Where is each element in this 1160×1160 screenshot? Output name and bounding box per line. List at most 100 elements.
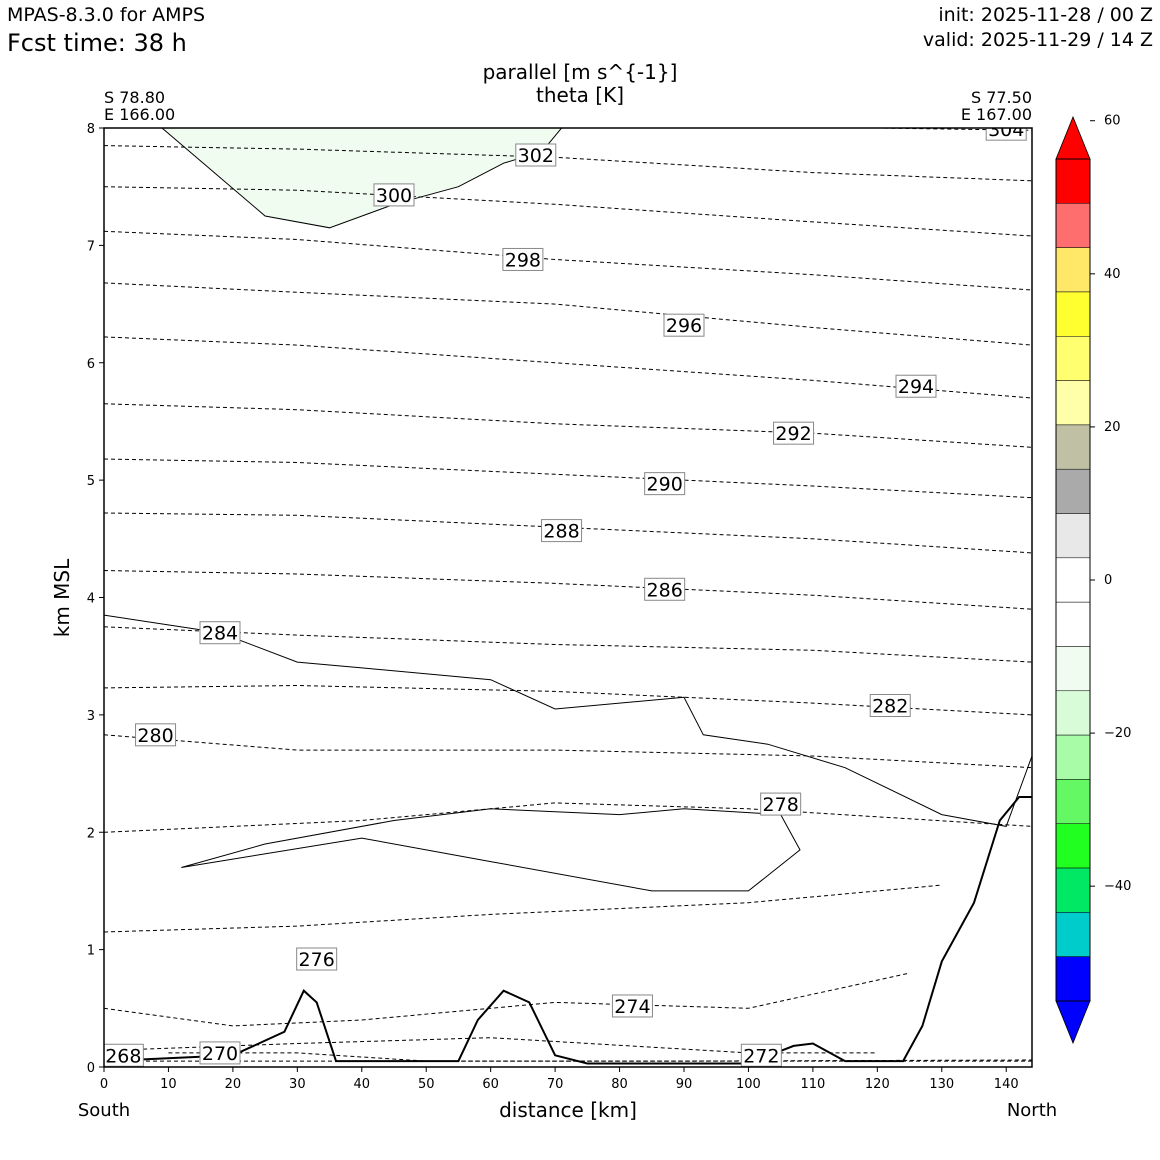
colorbar-segment (1055, 513, 1091, 559)
contour-label-box (760, 792, 802, 816)
plot-layer: 268 270 272 274 276 278 280 282 284 286 288 290 292 2… (104, 128, 1032, 1067)
contour-label-288: 288 (543, 521, 579, 543)
contour-label-294: 294 (898, 376, 934, 398)
start-latitude: S 78.80 (104, 88, 166, 107)
theta-contour-284 (104, 626, 1032, 663)
colorbar-tick-label: 40 (1104, 267, 1121, 282)
contour-label-272: 272 (743, 1045, 779, 1067)
contour-label-box (644, 472, 686, 496)
contour-label-282: 282 (872, 695, 908, 717)
contour-label-box (135, 723, 177, 747)
theta-contour-300 (104, 186, 1032, 237)
valid-time: valid: 2025-11-29 / 14 Z (922, 29, 1153, 51)
colorbar-segment (1055, 601, 1091, 647)
theta-contour-294 (104, 336, 1032, 399)
fill-title: parallel [m s^{-1}] (482, 60, 678, 84)
theta-contour-292 (104, 403, 1032, 448)
wind-contour-1 (104, 614, 1032, 827)
colorbar-segment (1055, 158, 1091, 204)
colorbar-tick-label: −40 (1104, 879, 1131, 894)
start-longitude: E 166.00 (104, 105, 176, 124)
colorbar: 60 40 20 0 −20 −40 (1055, 114, 1131, 1045)
y-tick-label: 7 (87, 239, 95, 254)
x-tick-label: 80 (611, 1077, 628, 1092)
plot-frame (103, 127, 1033, 1068)
contour-label-280: 280 (137, 725, 173, 747)
start-direction-label: South (77, 1100, 131, 1121)
y-tick-label: 0 (87, 1061, 95, 1076)
x-tick-label: 30 (289, 1077, 306, 1092)
colorbar-segment (1055, 557, 1091, 603)
colorbar-extend-low (1055, 1000, 1091, 1045)
x-tick-label: 110 (800, 1077, 825, 1092)
colorbar-segment (1055, 336, 1091, 381)
y-tick-label: 2 (87, 826, 95, 841)
colorbar-tick-label: 20 (1104, 420, 1121, 435)
contour-label-302: 302 (518, 145, 554, 167)
init-time: init: 2025-11-28 / 00 Z (938, 4, 1153, 26)
contour-label-298: 298 (505, 249, 541, 271)
colorbar-segment (1055, 291, 1091, 337)
theta-contour-272 (136, 1037, 878, 1054)
contour-label-box (611, 994, 653, 1018)
colorbar-segment (1055, 247, 1091, 293)
colorbar-extend-high (1055, 115, 1091, 160)
contour-label-270: 270 (202, 1043, 238, 1065)
x-tick-label: 130 (929, 1077, 954, 1092)
contour-label-box (663, 313, 705, 337)
contour-label-box (373, 183, 415, 207)
x-tick-label: 100 (736, 1077, 761, 1092)
colorbar-segment (1055, 779, 1091, 824)
colorbar-segment (1055, 203, 1091, 248)
y-tick-label: 3 (87, 709, 95, 724)
theta-contour-274 (104, 972, 910, 1027)
theta-contour-298 (104, 230, 1032, 291)
contour-label-268: 268 (105, 1045, 141, 1067)
theta-contour-280 (104, 734, 1032, 769)
contour-label-box (199, 621, 241, 645)
colorbar-segment (1055, 912, 1091, 957)
contour-label-292: 292 (775, 423, 811, 445)
x-tick-label: 10 (160, 1077, 177, 1092)
x-tick-label: 70 (547, 1077, 564, 1092)
forecast-time: Fcst time: 38 h (7, 29, 187, 57)
y-tick-label: 1 (87, 944, 95, 959)
x-tick-label: 60 (482, 1077, 499, 1092)
colorbar-segment (1055, 690, 1091, 736)
theta-contour-276 (104, 884, 942, 933)
contour-label-286: 286 (647, 579, 683, 601)
contour-label-box (644, 577, 686, 601)
contour-label-box (895, 374, 937, 398)
x-tick-label: 20 (225, 1077, 242, 1092)
x-tick-label: 40 (354, 1077, 371, 1092)
contour-label-box (541, 519, 583, 543)
contour-label-274: 274 (614, 996, 650, 1018)
colorbar-segment (1055, 646, 1091, 692)
end-direction-label: North (1006, 1100, 1058, 1121)
theta-contour-282 (104, 684, 1032, 716)
y-tick-label: 5 (87, 474, 95, 489)
contour-label-290: 290 (647, 474, 683, 496)
theta-contour-290 (104, 458, 1032, 499)
x-tick-label: 50 (418, 1077, 435, 1092)
contour-label-box (515, 143, 557, 167)
wind-contour-2 (181, 808, 801, 892)
colorbar-tick-label: −20 (1104, 726, 1131, 741)
contour-label-296: 296 (666, 315, 702, 337)
y-tick-label: 8 (87, 122, 95, 137)
theta-contour-270 (168, 1052, 1032, 1062)
shaded-wind-region (161, 128, 563, 229)
contour-label-276: 276 (299, 949, 335, 971)
contour-title: theta [K] (536, 83, 624, 107)
contour-label-box (199, 1041, 241, 1065)
theta-contour-278 (104, 802, 1032, 833)
x-tick-label: 120 (865, 1077, 890, 1092)
colorbar-segment (1055, 424, 1091, 470)
model-name: MPAS-8.3.0 for AMPS (7, 4, 206, 26)
colorbar-tick-label: 0 (1104, 573, 1112, 588)
contour-label-box (773, 421, 815, 445)
contour-label-box (502, 247, 544, 271)
theta-contour-286 (104, 570, 1032, 610)
x-tick-label: 90 (676, 1077, 693, 1092)
